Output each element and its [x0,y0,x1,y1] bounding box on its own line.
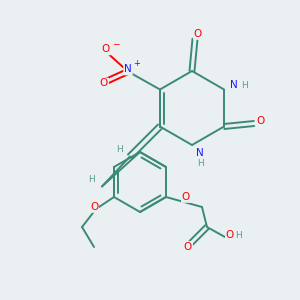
Text: O: O [226,230,234,240]
Text: H: H [241,81,248,90]
Text: O: O [182,192,190,202]
Text: H: H [236,230,242,239]
Text: O: O [184,242,192,252]
Text: O: O [256,116,264,127]
Text: O: O [194,29,202,39]
Text: H: H [196,158,203,167]
Text: O: O [100,79,108,88]
Text: N: N [196,148,204,158]
Text: +: + [134,59,140,68]
Text: N: N [124,64,132,74]
Text: O: O [90,202,98,212]
Text: −: − [112,39,120,48]
Text: N: N [230,80,238,91]
Text: H: H [117,145,123,154]
Text: O: O [102,44,110,55]
Text: H: H [88,175,95,184]
